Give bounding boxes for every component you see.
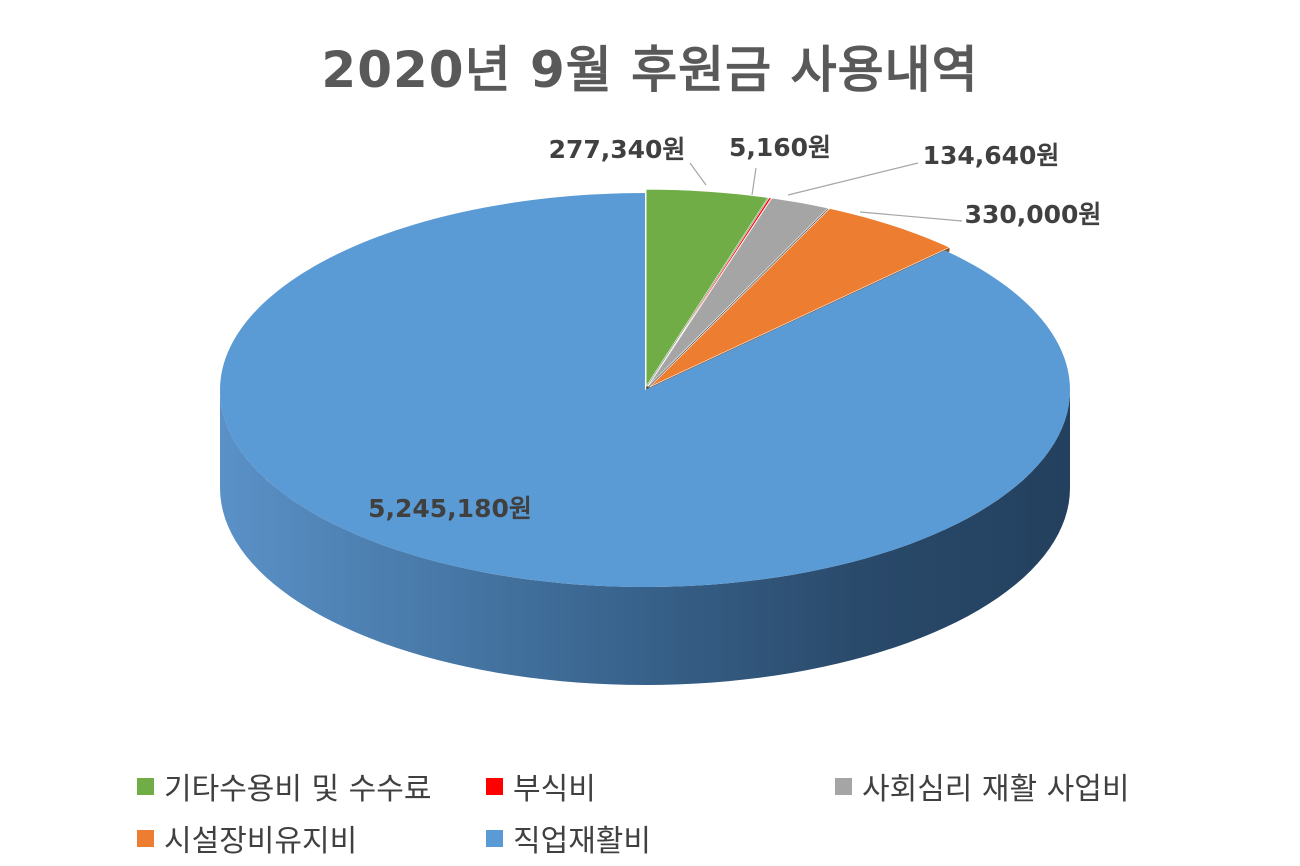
leader-line bbox=[689, 162, 707, 186]
slice-top-4 bbox=[649, 208, 951, 388]
leader-line bbox=[859, 211, 963, 222]
data-label-2: 5,160원 bbox=[729, 133, 831, 162]
leader-line bbox=[751, 167, 757, 196]
data-label-3: 134,640원 bbox=[923, 141, 1060, 170]
data-label-1: 277,340원 bbox=[549, 135, 686, 164]
chart-title: 2020년 9월 후원금 사용내역 bbox=[321, 41, 979, 99]
leader-line bbox=[787, 162, 919, 196]
pie-top bbox=[220, 189, 1070, 587]
slice-top-1 bbox=[645, 189, 769, 388]
data-labels: 277,340원 5,160원 134,640원 330,000원 5,245,180원 bbox=[368, 133, 1101, 523]
slice-top-5 bbox=[220, 193, 1070, 587]
slice-top-3 bbox=[647, 197, 829, 387]
data-label-5: 5,245,180원 bbox=[368, 494, 532, 523]
label-leaders bbox=[689, 162, 963, 222]
slice-side bbox=[220, 390, 1070, 685]
slice-top-2 bbox=[647, 197, 772, 387]
data-label-4: 330,000원 bbox=[965, 200, 1102, 229]
